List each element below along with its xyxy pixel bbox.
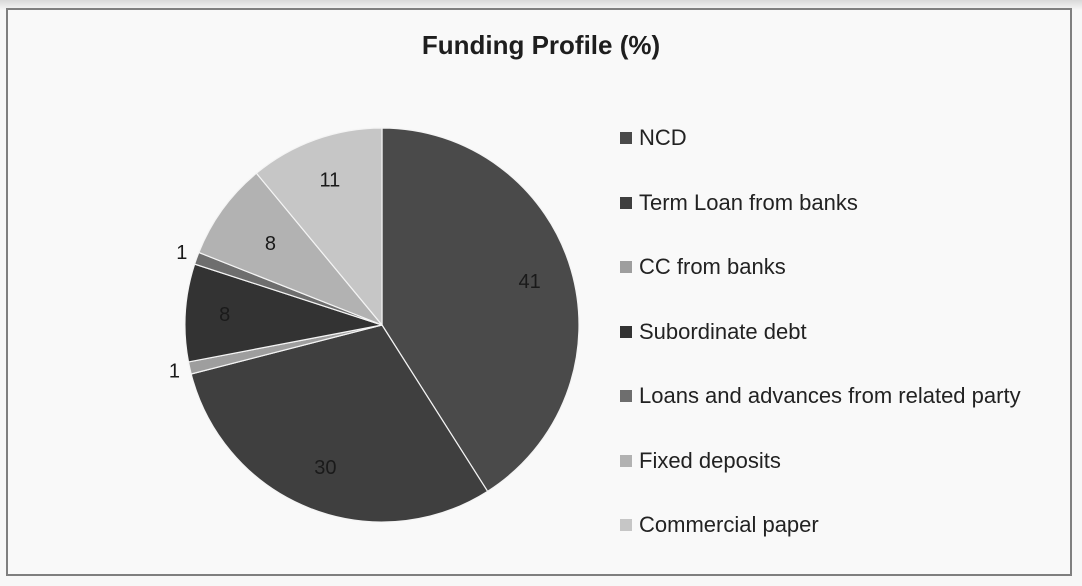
- legend-label: Subordinate debt: [639, 318, 807, 344]
- legend-label: Term Loan from banks: [639, 189, 858, 215]
- scan-edge: [0, 0, 1082, 10]
- legend-swatch: [620, 261, 632, 274]
- legend-label: NCD: [639, 125, 687, 151]
- chart-title: Funding Profile (%): [421, 30, 661, 60]
- chart-legend: NCD Term Loan from banks CC from banks Subo…: [620, 106, 1021, 558]
- legend-label: Loans and advances from related party: [639, 383, 1021, 409]
- legend-item-subordinate-debt: Subordinate debt: [620, 300, 1021, 365]
- pie-slice-ncd: [381, 127, 580, 493]
- legend-label: Commercial paper: [639, 512, 819, 538]
- pie-slice-subordinate-debt: [184, 263, 383, 363]
- pie-slice-commercial-paper: [255, 127, 383, 327]
- data-label-fixed-deposits: 8: [265, 233, 276, 255]
- legend-swatch: [620, 325, 632, 338]
- legend-label: Fixed deposits: [639, 447, 781, 473]
- legend-item-term-loan-from-banks: Term Loan from banks: [620, 171, 1021, 236]
- legend-item-loans-and-advances-from-related-party: Loans and advances from related party: [620, 364, 1021, 429]
- legend-item-commercial-paper: Commercial paper: [620, 493, 1021, 558]
- legend-swatch: [620, 454, 632, 467]
- data-label-loans-and-advances-from-related-party: 1: [176, 242, 187, 264]
- data-label-commercial-paper: 11: [320, 169, 341, 191]
- data-label-subordinate-debt: 8: [219, 304, 230, 326]
- legend-swatch: [620, 132, 632, 145]
- legend-item-fixed-deposits: Fixed deposits: [620, 429, 1021, 494]
- legend-swatch: [620, 519, 632, 532]
- pie-slice-fixed-deposits: [198, 172, 383, 326]
- data-label-ncd: 41: [518, 271, 540, 293]
- data-label-term-loan-from-banks: 30: [314, 457, 336, 479]
- legend-swatch: [620, 390, 632, 403]
- legend-item-cc-from-banks: CC from banks: [620, 235, 1021, 300]
- pie-slice-term-loan-from-banks: [190, 324, 489, 523]
- legend-label: CC from banks: [639, 254, 786, 280]
- data-label-cc-from-banks: 1: [169, 360, 180, 382]
- legend-swatch: [620, 196, 632, 209]
- legend-item-ncd: NCD: [620, 106, 1021, 171]
